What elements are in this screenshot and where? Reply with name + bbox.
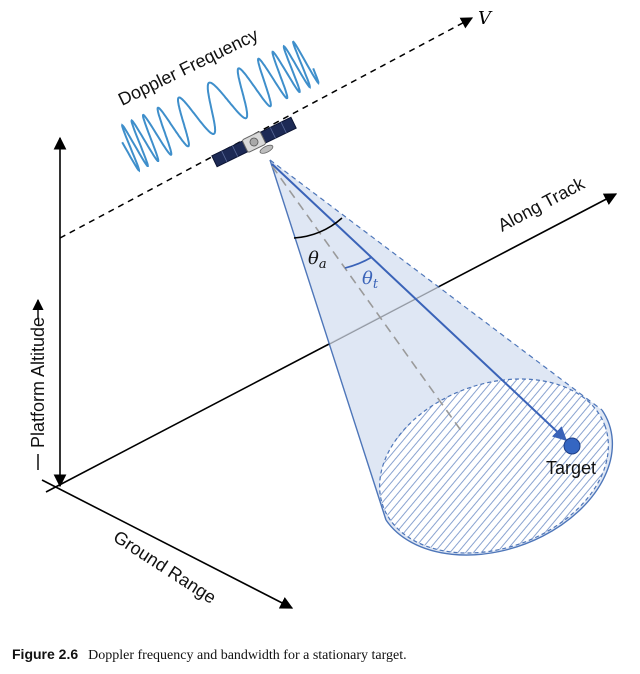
ground-range-axis: [41, 479, 294, 609]
beam-edge-right: [269, 159, 603, 411]
platform-altitude-label: Platform Altitude: [28, 298, 48, 470]
figure-caption: Figure 2.6 Doppler frequency and bandwidt…: [12, 646, 407, 664]
target-point: [563, 437, 581, 455]
along-track-label: Along Track: [494, 173, 588, 236]
boresight-line: [271, 165, 463, 433]
ground-range-label: Ground Range: [110, 527, 220, 608]
target-label: Target: [546, 458, 596, 478]
theta-a-arc: [293, 217, 343, 239]
beam-footprint: [379, 378, 609, 554]
svg-text:Platform Altitude: Platform Altitude: [28, 317, 48, 448]
velocity-label: V: [478, 8, 493, 29]
doppler-frequency-label: Doppler Frequency: [115, 25, 261, 110]
figure-number: Figure 2.6: [12, 646, 79, 662]
target-line-of-sight: [271, 163, 568, 441]
satellite-icon: [211, 116, 297, 168]
figure-caption-text: Doppler frequency and bandwidth for a st…: [88, 648, 407, 663]
theta-t-arc: [344, 256, 373, 269]
antenna-beam: [269, 159, 614, 556]
doppler-signal-wave: [121, 40, 320, 173]
flight-path-line: [59, 17, 474, 239]
beam-edge-left: [269, 159, 387, 521]
